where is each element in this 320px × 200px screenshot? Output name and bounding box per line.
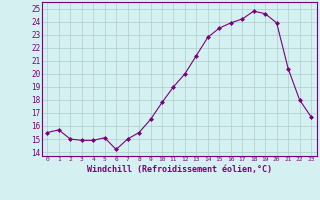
X-axis label: Windchill (Refroidissement éolien,°C): Windchill (Refroidissement éolien,°C) (87, 165, 272, 174)
